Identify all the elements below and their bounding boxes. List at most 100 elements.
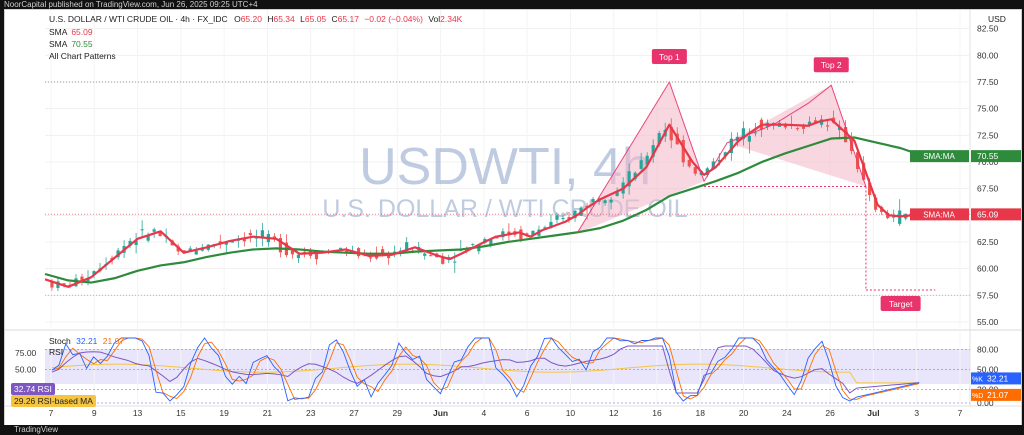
- price-value-tag: [971, 150, 1021, 163]
- close-label: C: [331, 14, 338, 24]
- rsi-value-tag: 32.74 RSI: [11, 383, 55, 395]
- series-lines: [44, 80, 925, 288]
- candle-body: [86, 279, 90, 282]
- top2-annotation-box: [813, 57, 849, 73]
- candle-body: [224, 242, 228, 245]
- candle-body: [639, 160, 643, 169]
- ma-label-text: SMA:MA: [923, 210, 955, 219]
- rsi-tag-label: RSI: [37, 384, 52, 394]
- candle-body: [693, 167, 697, 174]
- stoch-label: Stoch: [49, 336, 71, 346]
- stoch-d-tag-label-box: [971, 388, 983, 401]
- candle-body: [158, 232, 162, 237]
- time-tick-label: 26: [825, 408, 835, 418]
- indicator-sma-fast[interactable]: SMA 65.09: [49, 27, 93, 37]
- time-tick-label: 23: [306, 408, 316, 418]
- candle-body: [753, 132, 757, 134]
- candle-body: [146, 235, 150, 241]
- ma-label-tag: [910, 150, 969, 163]
- watermark-symbol: USDWTI, 4h: [359, 138, 651, 196]
- candle-body: [80, 276, 84, 282]
- candle-body: [140, 229, 144, 231]
- symbol-title[interactable]: U.S. DOLLAR / WTI CRUDE OIL · 4h · FX_ID…: [49, 14, 228, 24]
- price-axis[interactable]: 82.5080.0077.5075.0072.5070.0067.5065.00…: [977, 24, 999, 327]
- indicator-sma-slow[interactable]: SMA 70.55: [49, 39, 93, 49]
- oscillator-band: [45, 349, 970, 384]
- stoch-legend[interactable]: Stoch 32.21 21.07: [49, 336, 124, 346]
- candle-body: [573, 210, 577, 219]
- indicator-value: 65.09: [71, 27, 93, 37]
- candle-body: [489, 238, 493, 246]
- candle-body: [825, 125, 830, 127]
- osc-tick-label: 80.00: [977, 344, 999, 354]
- chart-canvas[interactable]: USDWTI, 4h U.S. DOLLAR / WTI CRUDE OIL 8…: [5, 10, 1021, 426]
- candle-body: [681, 140, 685, 163]
- candle-body: [549, 221, 553, 229]
- candle-body: [152, 229, 156, 232]
- pattern-outline: [576, 80, 867, 234]
- time-axis[interactable]: 7 9 13 15 19 21 23 27 29 Jun 4 6 10 12 16 18 20 24 26 Jul 3 7: [49, 408, 963, 418]
- candle-body: [843, 127, 848, 143]
- indicator-name: SMA: [49, 39, 67, 49]
- candle-body: [338, 247, 343, 249]
- target-projection: [45, 81, 970, 296]
- volume-value: 2.34K: [440, 14, 463, 24]
- stoch-k-tag-label-box: [971, 372, 983, 385]
- footer-brand[interactable]: TradingView: [0, 425, 1024, 435]
- candle-body: [369, 257, 373, 259]
- time-tick-label: 29: [393, 408, 403, 418]
- time-tick-label: 21: [263, 408, 273, 418]
- time-tick-label: 12: [609, 408, 619, 418]
- candle-body: [230, 240, 234, 243]
- top1-annotation-box: [651, 49, 687, 64]
- candle-body: [501, 231, 505, 238]
- sma-fast-line: [44, 118, 924, 288]
- osc-tick-label: 50.00: [977, 365, 999, 375]
- stoch-d-tag-value-box: [983, 388, 1021, 401]
- watermark: USDWTI, 4h U.S. DOLLAR / WTI CRUDE OIL: [322, 138, 687, 223]
- candle-body: [807, 121, 812, 127]
- price-value-text: 70.55: [977, 151, 999, 161]
- stoch-k-tag-value-box: [983, 372, 1021, 385]
- candle-body: [567, 217, 571, 220]
- pattern-triangle: [727, 85, 866, 187]
- candle-body: [260, 230, 264, 237]
- annotations: Top 1 Top 2 Target: [651, 49, 921, 311]
- time-tick-label: 7: [49, 408, 54, 418]
- candle-body: [525, 233, 529, 235]
- ma-label-text: SMA:MA: [923, 152, 955, 161]
- candle-body: [128, 240, 132, 246]
- open-value: 65.20: [240, 14, 262, 24]
- chart-panel[interactable]: USDWTI, 4h U.S. DOLLAR / WTI CRUDE OIL 8…: [4, 9, 1022, 427]
- close-value: 65.17: [337, 14, 359, 24]
- time-tick-label: Jul: [867, 408, 879, 418]
- rsi-ma-value-tag: 29.26 RSI-based MA: [11, 395, 96, 407]
- indicator-chart-patterns[interactable]: All Chart Patterns: [49, 51, 116, 61]
- indicator-value: 70.55: [71, 39, 93, 49]
- time-tick-label: 13: [133, 408, 143, 418]
- candle-body: [423, 253, 427, 256]
- top2-annotation-label: Top 2: [821, 60, 842, 70]
- candle-body: [868, 182, 872, 195]
- rsi-legend[interactable]: RSI: [49, 347, 63, 357]
- candle-body: [892, 216, 896, 218]
- candle-body: [561, 217, 565, 219]
- candle-body: [723, 152, 727, 157]
- rsi-ma-label: RSI-based MA: [37, 396, 93, 406]
- candle-body: [429, 255, 433, 257]
- rsi-value: 32.74: [14, 384, 36, 394]
- candle-body: [242, 239, 246, 242]
- price-value-tag: [971, 208, 1021, 221]
- sma-slow-line: [44, 136, 925, 284]
- candle-body: [603, 200, 607, 204]
- candle-body: [687, 159, 691, 167]
- candle-body: [441, 257, 445, 264]
- candle-body: [856, 152, 860, 170]
- candle-body: [645, 155, 649, 165]
- candle-body: [801, 124, 806, 129]
- time-tick-label: 20: [739, 408, 749, 418]
- time-tick-label: 27: [349, 408, 359, 418]
- time-tick-label: 6: [525, 408, 530, 418]
- rsi-label: RSI: [49, 347, 64, 357]
